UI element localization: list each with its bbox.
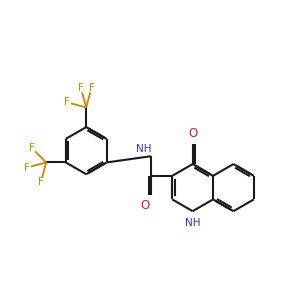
Text: O: O — [140, 200, 150, 212]
Text: F: F — [38, 177, 44, 187]
Text: NH: NH — [136, 144, 152, 154]
Text: NH: NH — [185, 218, 200, 228]
Text: O: O — [188, 127, 197, 140]
Text: F: F — [24, 163, 29, 173]
Text: F: F — [88, 83, 94, 93]
Text: F: F — [64, 97, 70, 107]
Text: F: F — [29, 143, 35, 153]
Text: F: F — [78, 83, 84, 93]
